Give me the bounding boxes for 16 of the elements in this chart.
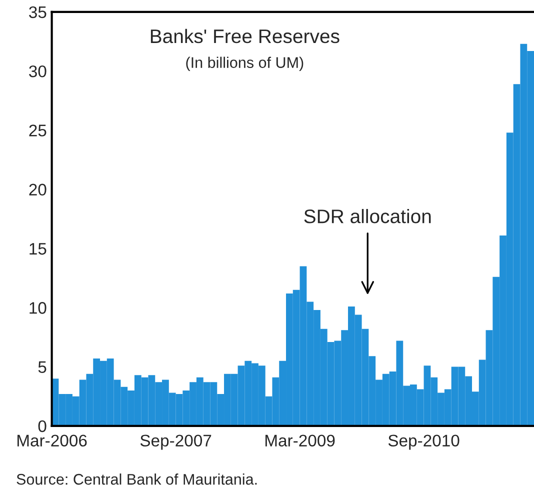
y-tick-label: 20 <box>29 184 46 196</box>
source-note: Source: Central Bank of Mauritania. <box>16 474 257 485</box>
x-tick-label: Mar-2009 <box>265 434 335 447</box>
y-tick-label: 15 <box>30 243 46 255</box>
x-tick-label: Sep-2010 <box>388 434 460 450</box>
text: (In billions of UM) <box>186 56 304 71</box>
annotation: SDR allocation <box>304 208 431 224</box>
y-tick-label: 25 <box>29 124 46 136</box>
y-tick-label: 35 <box>29 6 46 18</box>
x-tick-label: Sep-2007 <box>140 434 212 450</box>
text: Banks' Free Reserves <box>150 28 340 44</box>
y-tick-label: 10 <box>30 302 46 314</box>
x-tick-label: Mar-2006 <box>18 434 87 447</box>
y-tick-label: 5 <box>38 361 46 373</box>
y-tick-label: 30 <box>29 65 46 78</box>
y-tick-label: 0 <box>38 420 46 432</box>
